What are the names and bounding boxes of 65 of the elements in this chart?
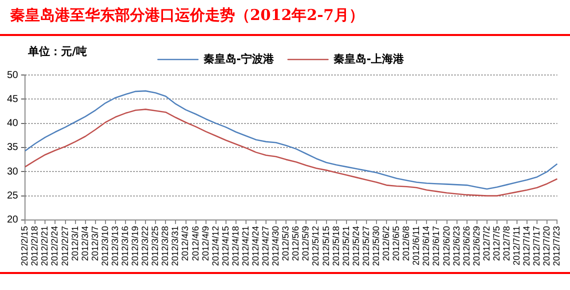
x-tick-label: 2012/5/27	[360, 226, 371, 266]
x-tick-label: 2012/4/9	[200, 226, 210, 262]
x-tick-label: 2012/2/18	[30, 226, 40, 266]
legend-label: 秦皇岛-宁波港	[203, 52, 275, 66]
x-tick-label: 2012/7/11	[512, 226, 522, 266]
x-tick-label: 2012/5/12	[310, 226, 321, 266]
x-tick-label: 2012/3/4	[80, 226, 90, 262]
x-tick-label: 2012/4/21	[240, 226, 250, 266]
x-tick-label: 2012/3/10	[100, 226, 110, 266]
x-tick-label: 2012/5/3	[280, 226, 291, 262]
x-tick-label: 2012/3/16	[120, 226, 130, 266]
x-tick-label: 2012/4/3	[180, 226, 190, 262]
x-tick-label: 2012/6/23	[451, 226, 462, 266]
y-tick-label: 25	[7, 190, 19, 202]
y-tick-label: 35	[7, 142, 19, 154]
x-tick-label: 2012/2/24	[50, 226, 60, 266]
x-tick-label: 2012/6/29	[471, 226, 482, 266]
x-tick-label: 2012/3/13	[110, 226, 120, 266]
y-tick-label: 30	[7, 166, 19, 178]
y-tick-label: 20	[7, 214, 19, 226]
x-tick-label: 2012/7/5	[491, 226, 502, 262]
x-tick-label: 2012/3/31	[170, 226, 180, 266]
x-tick-label: 2012/3/19	[130, 226, 140, 266]
y-tick-label: 40	[7, 118, 19, 130]
x-tick-label: 2012/7/8	[501, 226, 512, 262]
x-tick-label: 2012/5/6	[290, 226, 301, 262]
x-tick-label: 2012/6/26	[461, 226, 472, 266]
chart-title: 秦皇岛港至华东部分港口运价走势（2012年2-7月）	[10, 6, 364, 25]
x-tick-label: 2012/4/15	[220, 226, 230, 266]
x-tick-label: 2012/4/6	[190, 226, 200, 262]
x-tick-label: 2012/5/21	[340, 226, 351, 266]
x-tick-label: 2012/6/20	[441, 226, 452, 266]
x-tick-label: 2012/3/7	[90, 226, 100, 262]
x-tick-label: 2012/4/18	[230, 226, 240, 266]
x-tick-label: 2012/2/27	[60, 226, 70, 266]
x-tick-label: 2012/6/5	[391, 226, 402, 262]
x-tick-label: 2012/6/17	[431, 226, 442, 266]
x-tick-label: 2012/4/24	[250, 226, 261, 266]
y-tick-label: 45	[7, 94, 19, 105]
x-tick-label: 2012/5/30	[370, 226, 381, 266]
x-tick-label: 2012/2/21	[40, 226, 50, 266]
x-tick-label: 2012/6/2	[381, 226, 392, 262]
x-tick-label: 2012/2/15	[20, 226, 30, 266]
x-tick-label: 2012/4/27	[260, 226, 271, 266]
x-tick-label: 2012/4/30	[270, 226, 281, 266]
x-tick-label: 2012/4/12	[210, 226, 220, 266]
x-tick-label: 2012/6/14	[421, 226, 432, 266]
x-tick-label: 2012/5/9	[300, 226, 311, 262]
x-tick-label: 2012/5/18	[330, 226, 341, 266]
x-tick-label: 2012/3/22	[140, 226, 150, 266]
x-tick-label: 2012/7/20	[542, 226, 552, 266]
x-tick-label: 2012/7/17	[532, 226, 542, 266]
x-tick-label: 2012/3/25	[150, 226, 160, 266]
x-tick-label: 2012/3/28	[160, 226, 170, 266]
x-tick-label: 2012/3/1	[70, 226, 80, 262]
y-axis-title: 单位：元/吨	[28, 44, 88, 59]
x-tick-label: 2012/7/2	[481, 226, 492, 262]
y-tick-label: 50	[7, 70, 19, 81]
x-tick-label: 2012/7/14	[522, 226, 532, 266]
x-tick-label: 2012/7/23	[552, 226, 562, 266]
x-tick-label: 2012/5/15	[320, 226, 331, 266]
x-tick-label: 2012/5/24	[350, 226, 361, 266]
x-tick-label: 2012/6/8	[401, 226, 412, 262]
x-tick-label: 2012/6/11	[411, 226, 422, 266]
legend-label: 秦皇岛-上海港	[334, 52, 406, 66]
